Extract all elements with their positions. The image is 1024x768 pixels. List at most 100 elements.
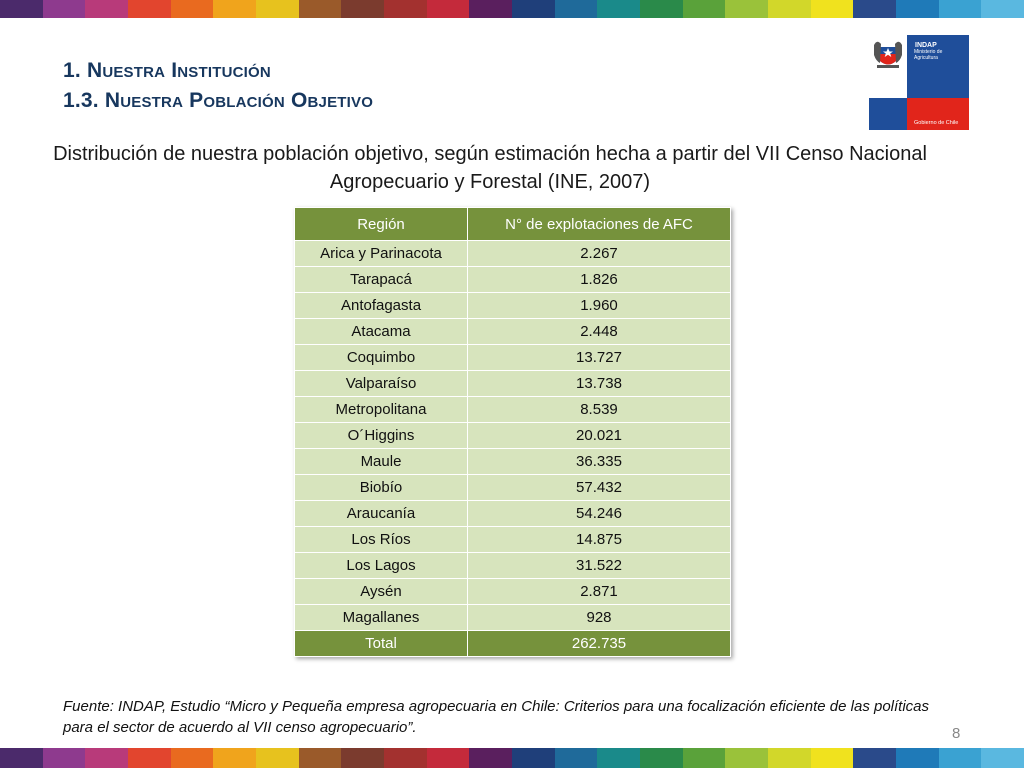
region-cell: Metropolitana — [294, 396, 468, 423]
stripe-segment — [981, 0, 1024, 18]
count-cell: 2.267 — [467, 240, 731, 267]
region-cell: Atacama — [294, 318, 468, 345]
stripe-segment — [42, 0, 86, 18]
table-row: Coquimbo 13.727 — [294, 344, 731, 371]
region-cell: Coquimbo — [294, 344, 468, 371]
count-cell: 36.335 — [467, 448, 731, 475]
stripe-segment — [298, 748, 342, 768]
region-cell: Magallanes — [294, 604, 468, 631]
stripe-segment — [853, 0, 897, 18]
table-row: Araucanía 54.246 — [294, 500, 731, 527]
table-body: Arica y Parinacota 2.267 Tarapacá 1.826 Anto… — [294, 240, 731, 657]
count-cell: 2.871 — [467, 578, 731, 605]
coat-of-arms-icon — [874, 41, 902, 68]
table-row: Tarapacá 1.826 — [294, 266, 731, 293]
region-cell: Tarapacá — [294, 266, 468, 293]
stripe-segment — [512, 0, 555, 18]
stripe-segment — [682, 0, 726, 18]
region-cell: Antofagasta — [294, 292, 468, 319]
table-row: Magallanes 928 — [294, 604, 731, 631]
stripe-segment — [512, 748, 555, 768]
count-cell: 13.738 — [467, 370, 731, 397]
table-row: Atacama 2.448 — [294, 318, 731, 345]
stripe-segment — [213, 748, 257, 768]
count-cell: 14.875 — [467, 526, 731, 553]
region-cell: Valparaíso — [294, 370, 468, 397]
count-cell: 928 — [467, 604, 731, 631]
stripe-segment — [469, 748, 513, 768]
stripe-segment — [896, 748, 939, 768]
region-cell: Maule — [294, 448, 468, 475]
region-cell: Araucanía — [294, 500, 468, 527]
stripe-segment — [426, 0, 470, 18]
stripe-segment — [170, 0, 214, 18]
table-row: Valparaíso 13.738 — [294, 370, 731, 397]
stripe-segment — [768, 748, 811, 768]
stripe-segment — [853, 748, 897, 768]
table-row: Aysén 2.871 — [294, 578, 731, 605]
region-cell: Los Ríos — [294, 526, 468, 553]
count-cell: 1.826 — [467, 266, 731, 293]
count-cell: 20.021 — [467, 422, 731, 449]
logo-name: INDAP — [915, 42, 937, 49]
table-row: Los Ríos 14.875 — [294, 526, 731, 553]
count-cell: 54.246 — [467, 500, 731, 527]
table-row: Arica y Parinacota 2.267 — [294, 240, 731, 267]
population-table: Región N° de explotaciones de AFC Arica … — [294, 207, 731, 657]
count-cell: 1.960 — [467, 292, 731, 319]
stripe-segment — [810, 0, 854, 18]
table-row: Antofagasta 1.960 — [294, 292, 731, 319]
source-note: Fuente: INDAP, Estudio “Micro y Pequeña … — [63, 698, 930, 736]
stripe-segment — [0, 0, 43, 18]
table-row: Maule 36.335 — [294, 448, 731, 475]
section-heading: 1. Nuestra Institución — [63, 59, 271, 82]
top-color-stripe — [0, 0, 1024, 18]
column-header-region: Región — [294, 207, 468, 241]
stripe-segment — [896, 0, 939, 18]
total-value-cell: 262.735 — [467, 630, 731, 657]
stripe-segment — [469, 0, 513, 18]
stripe-segment — [682, 748, 726, 768]
region-cell: O´Higgins — [294, 422, 468, 449]
stripe-segment — [640, 748, 683, 768]
count-cell: 2.448 — [467, 318, 731, 345]
stripe-segment — [0, 748, 43, 768]
stripe-segment — [298, 0, 342, 18]
stripe-segment — [938, 748, 982, 768]
subsection-heading: 1.3. Nuestra Población Objetivo — [63, 89, 374, 112]
stripe-segment — [128, 748, 171, 768]
stripe-segment — [341, 0, 385, 18]
stripe-segment — [426, 748, 470, 768]
stripe-segment — [554, 748, 598, 768]
stripe-segment — [725, 0, 769, 18]
count-cell: 57.432 — [467, 474, 731, 501]
table-total-row: Total 262.735 — [294, 630, 731, 657]
stripe-segment — [384, 0, 427, 18]
region-cell: Biobío — [294, 474, 468, 501]
stripe-segment — [981, 748, 1024, 768]
region-cell: Aysén — [294, 578, 468, 605]
stripe-segment — [256, 0, 299, 18]
slide-subtitle: Distribución de nuestra población objeti… — [53, 143, 927, 193]
page-number: 8 — [952, 725, 961, 742]
count-cell: 8.539 — [467, 396, 731, 423]
stripe-segment — [597, 0, 641, 18]
slide-headings: 1. Nuestra Institución 1.3. Nuestra Pobl… — [63, 56, 373, 116]
stripe-segment — [213, 0, 257, 18]
stripe-segment — [256, 748, 299, 768]
stripe-segment — [85, 748, 129, 768]
stripe-segment — [725, 748, 769, 768]
stripe-segment — [384, 748, 427, 768]
region-cell: Arica y Parinacota — [294, 240, 468, 267]
stripe-segment — [597, 748, 641, 768]
table-row: O´Higgins 20.021 — [294, 422, 731, 449]
count-cell: 31.522 — [467, 552, 731, 579]
table-row: Biobío 57.432 — [294, 474, 731, 501]
table-row: Los Lagos 31.522 — [294, 552, 731, 579]
stripe-segment — [938, 0, 982, 18]
stripe-segment — [768, 0, 811, 18]
stripe-segment — [85, 0, 129, 18]
count-cell: 13.727 — [467, 344, 731, 371]
stripe-segment — [170, 748, 214, 768]
stripe-segment — [42, 748, 86, 768]
